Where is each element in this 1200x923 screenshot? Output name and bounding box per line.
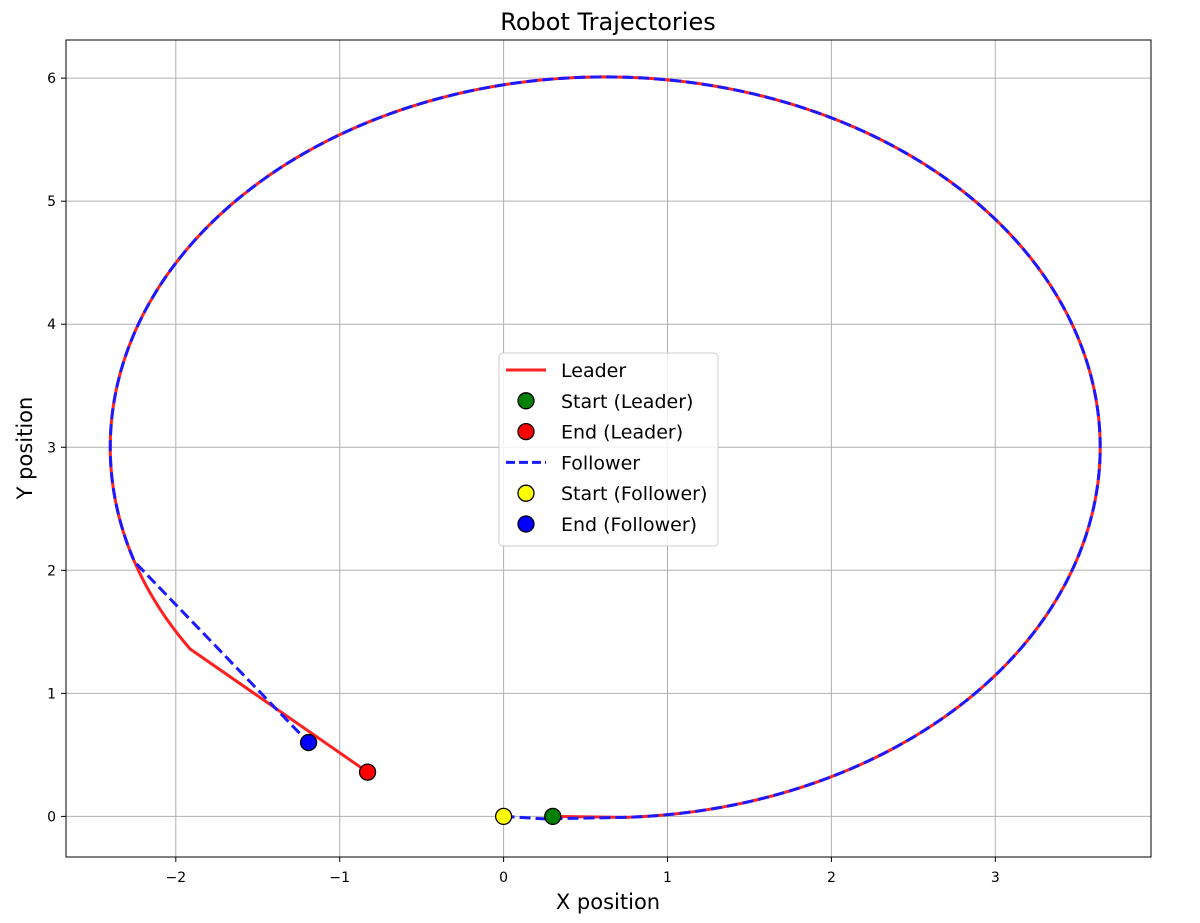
x-tick-label: −1 xyxy=(329,870,350,886)
legend-label-follower: Follower xyxy=(561,452,640,474)
y-tick-label: 0 xyxy=(47,809,56,825)
y-tick-label: 4 xyxy=(47,317,56,333)
plot-frame xyxy=(65,39,1152,858)
series-layer xyxy=(108,75,1102,821)
legend-swatch-start-follower xyxy=(517,484,535,502)
series-line-follower xyxy=(108,75,1102,821)
legend-swatch-end-follower xyxy=(517,515,535,533)
y-tick-label: 5 xyxy=(47,194,56,210)
legend-label-start-follower: Start (Follower) xyxy=(561,483,707,505)
x-axis-label: X position xyxy=(556,890,660,914)
legend-label-end-follower: End (Follower) xyxy=(561,514,697,536)
x-tick-label: −2 xyxy=(165,870,186,886)
x-tick-label: 3 xyxy=(991,870,1000,886)
y-tick-label: 6 xyxy=(47,71,56,87)
marker-start-follower xyxy=(494,807,513,826)
y-tick-label: 2 xyxy=(47,563,56,579)
legend-label-leader: Leader xyxy=(561,360,626,382)
marker-start-leader xyxy=(544,807,562,826)
marker-end-follower xyxy=(299,733,318,752)
y-tick-label: 3 xyxy=(47,440,56,456)
marker-end-leader xyxy=(358,763,377,781)
y-axis-label: Y position xyxy=(13,397,37,501)
marker-layer xyxy=(299,733,562,826)
ticks: −2 −1 0 1 2 3 0 1 2 3 4 5 6 xyxy=(47,71,1000,886)
x-tick-label: 1 xyxy=(663,870,672,886)
legend-box xyxy=(498,352,719,547)
legend-label-start-leader: Start (Leader) xyxy=(561,391,693,413)
chart-title: Robot Trajectories xyxy=(500,8,715,36)
legend-swatch-start-leader xyxy=(517,392,535,410)
x-tick-label: 0 xyxy=(499,870,508,886)
legend-label-end-leader: End (Leader) xyxy=(561,422,683,444)
legend-swatch-end-leader xyxy=(517,422,535,441)
legend: Leader Start (Leader) End (Leader) Follower… xyxy=(498,352,719,547)
y-tick-label: 1 xyxy=(47,686,56,702)
x-tick-label: 2 xyxy=(827,870,836,886)
